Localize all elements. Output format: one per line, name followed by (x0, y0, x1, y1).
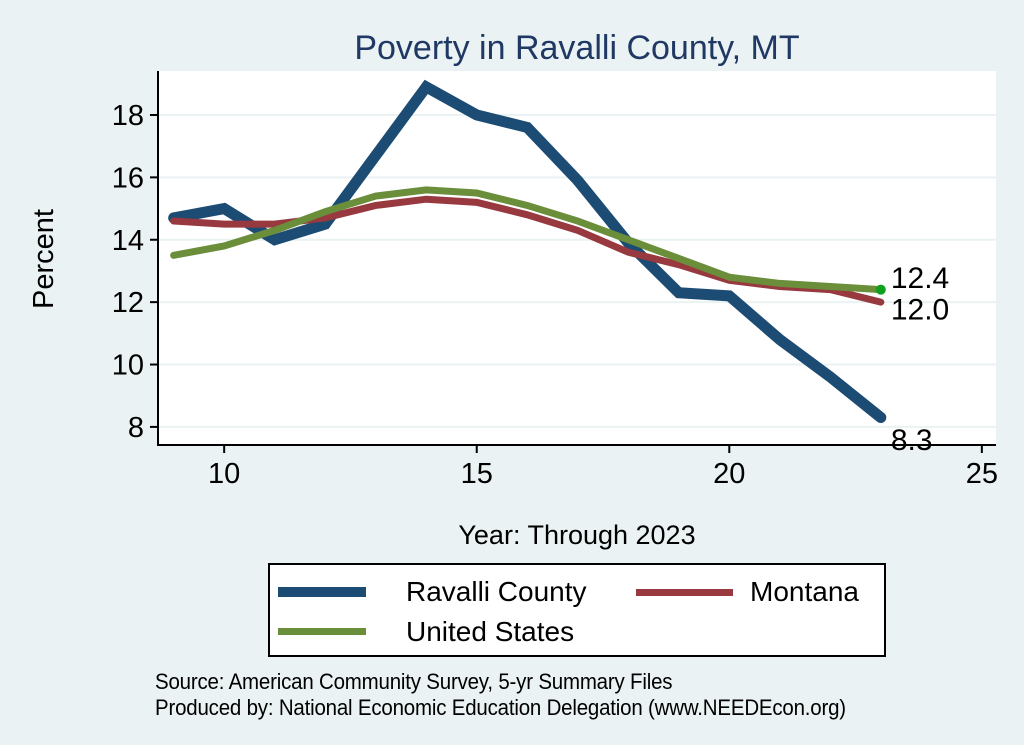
y-tick-label-12: 12 (112, 287, 144, 319)
us-end-dot (875, 284, 886, 295)
end-label-12.4: 12.4 (891, 262, 949, 295)
legend-label-united-states: United States (406, 616, 575, 647)
x-axis-title: Year: Through 2023 (458, 520, 696, 550)
source-note: Source: American Community Survey, 5-yr … (155, 669, 846, 721)
produced-by-line: Produced by: National Economic Education… (155, 695, 846, 720)
y-tick-label-8: 8 (128, 412, 144, 444)
legend-swatch-montana (636, 589, 733, 596)
plot-area (158, 71, 996, 445)
legend-swatch-united-states (278, 628, 366, 635)
y-tick-label-10: 10 (112, 350, 144, 382)
x-tick-label-20: 20 (713, 458, 745, 490)
legend: Ravalli County Montana United States (268, 563, 886, 657)
y-tick-label-14: 14 (112, 225, 144, 257)
y-tick-label-18: 18 (112, 100, 144, 132)
chart-title: Poverty in Ravalli County, MT (354, 29, 800, 67)
series-line-ravalli-county (168, 79, 887, 424)
x-tick-label-25: 25 (966, 458, 998, 490)
legend-swatch-ravalli-county (278, 587, 366, 597)
legend-label-montana: Montana (750, 576, 859, 607)
series-line-united-states (170, 186, 885, 294)
end-label-12.0: 12.0 (891, 294, 949, 327)
source-line: Source: American Community Survey, 5-yr … (155, 669, 673, 694)
y-axis-title: Percent (28, 209, 60, 309)
legend-label-ravalli-county: Ravalli County (406, 576, 587, 607)
y-tick-label-16: 16 (112, 162, 144, 194)
end-label-8.3: 8.3 (891, 424, 933, 457)
x-tick-label-15: 15 (461, 458, 493, 490)
x-tick-label-10: 10 (208, 458, 240, 490)
